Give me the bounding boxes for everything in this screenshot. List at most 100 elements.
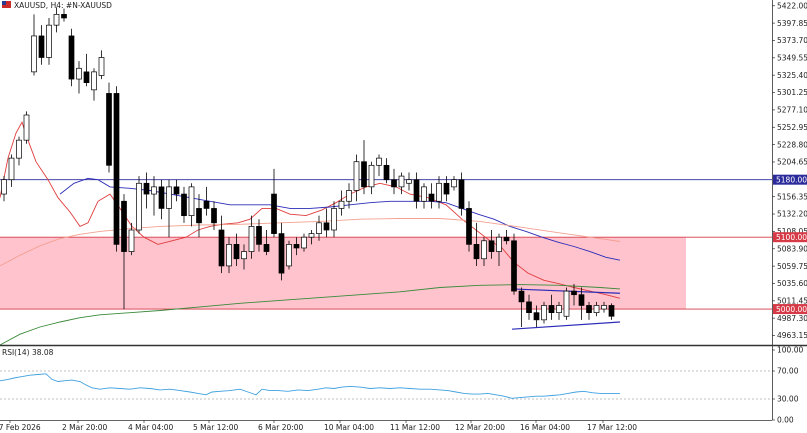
candle <box>436 176 442 209</box>
price-tick-label: 5397.85 <box>777 19 807 28</box>
candle <box>76 61 82 94</box>
candle <box>496 233 502 266</box>
candle <box>166 179 172 238</box>
candle-body <box>518 290 525 303</box>
candle-body <box>541 305 547 321</box>
price-tick-label: 5083.90 <box>777 244 807 253</box>
candle <box>541 301 547 324</box>
time-tick-label: 11 Mar 12:00 <box>390 423 440 432</box>
candle <box>526 294 532 320</box>
time-tick-label: 5 Mar 12:00 <box>193 423 239 432</box>
candle <box>421 183 427 209</box>
candle <box>196 194 202 238</box>
candle <box>346 183 352 209</box>
candle <box>593 301 600 317</box>
supply-demand-zone <box>0 237 686 310</box>
candle <box>31 14 37 76</box>
candle <box>361 140 367 195</box>
candle-body <box>31 35 37 73</box>
candle <box>548 294 555 320</box>
candle <box>241 244 247 270</box>
candle <box>293 237 300 256</box>
candle <box>376 154 382 177</box>
candle <box>338 190 345 216</box>
price-tick-label: 5301.25 <box>777 88 807 97</box>
candle-body <box>76 67 82 80</box>
candle-body <box>248 226 255 252</box>
candle <box>158 179 165 220</box>
candle-body <box>443 182 450 195</box>
candle-body <box>23 114 30 141</box>
level-badge-label: 5100.00 <box>776 233 807 242</box>
candle <box>353 154 360 202</box>
candle <box>518 287 525 328</box>
candle-body <box>271 193 277 234</box>
candle <box>263 230 270 256</box>
candle <box>173 179 180 202</box>
candle-body <box>263 244 270 252</box>
candle-body <box>53 14 60 26</box>
rsi-grid <box>0 370 772 400</box>
rsi-tick-label: 30.00 <box>777 395 799 404</box>
candle-body <box>556 305 562 314</box>
price-tick-label: 5011.45 <box>777 297 807 306</box>
rsi-line <box>0 373 620 399</box>
candle <box>413 172 420 209</box>
candle <box>398 172 405 195</box>
price-tick-label: 5035.60 <box>777 279 807 288</box>
candle-body <box>458 179 465 209</box>
candle-body <box>361 161 367 188</box>
time-tick-label: 10 Mar 04:00 <box>324 423 374 432</box>
candle <box>571 283 577 306</box>
level-badge <box>773 232 807 243</box>
price-tick-label: 5277.10 <box>777 106 807 115</box>
candle <box>16 136 22 166</box>
price-tick-label: 5132.20 <box>777 210 807 219</box>
candle <box>211 201 217 230</box>
time-tick-label: 12 Mar 20:00 <box>455 423 505 432</box>
candle <box>601 301 607 313</box>
candle-body <box>593 305 600 314</box>
candle-body <box>406 179 412 184</box>
rsi-tick-label: 100.00 <box>777 346 803 355</box>
candle <box>308 230 315 245</box>
candle <box>473 222 480 266</box>
candle <box>83 53 90 87</box>
candle <box>278 222 285 281</box>
chart-header: XAUUSD, H4: #N-XAUUSD <box>2 1 112 10</box>
candle <box>451 176 457 191</box>
candle-body <box>1 179 7 195</box>
candle <box>466 201 472 252</box>
price-tick-label: 5349.55 <box>777 54 807 63</box>
moving-average-line <box>0 121 621 299</box>
price-tick-label: 5228.80 <box>777 140 807 149</box>
candle-body <box>481 240 487 260</box>
candle-body <box>601 305 607 310</box>
candle <box>38 25 45 65</box>
time-tick-label: 17 Mar 12:00 <box>587 423 637 432</box>
price-tick-label: 5156.35 <box>777 192 807 201</box>
candle <box>53 7 60 33</box>
candle <box>428 183 435 209</box>
price-tick-label: 5422.00 <box>777 1 807 10</box>
candle-body <box>46 24 52 58</box>
time-axis: 27 Feb 2026 2 Mar 20:00 4 Mar 04:00 5 Mar 1… <box>0 420 637 432</box>
candle-body <box>376 157 382 166</box>
candle <box>406 172 412 191</box>
candle-body <box>533 312 540 321</box>
time-tick-label: 27 Feb 2026 <box>0 423 41 432</box>
rsi-tick-label: 70.00 <box>777 367 799 376</box>
candle <box>226 237 232 274</box>
candle-body <box>301 236 307 249</box>
candle <box>136 176 142 234</box>
candle-body <box>421 186 427 202</box>
time-tick-label: 16 Mar 04:00 <box>520 423 570 432</box>
candle-body <box>173 186 180 195</box>
candle <box>113 86 120 252</box>
candle <box>608 303 615 320</box>
candle <box>121 194 127 310</box>
time-tick-label: 2 Mar 20:00 <box>62 423 108 432</box>
candle-body <box>61 14 67 19</box>
candle <box>458 172 465 216</box>
